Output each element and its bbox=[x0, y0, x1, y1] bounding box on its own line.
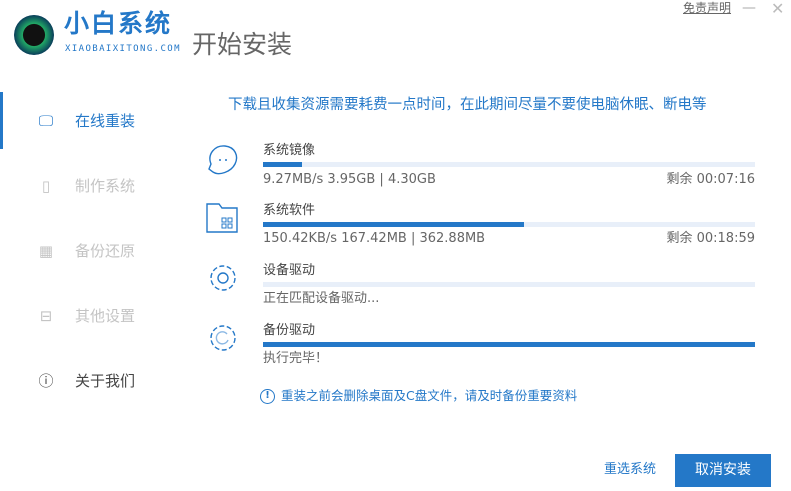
progress-bar bbox=[263, 282, 755, 287]
folder-apps-icon bbox=[206, 203, 238, 233]
gear-refresh-icon bbox=[210, 325, 236, 351]
brand-name: 小白系统 bbox=[64, 9, 173, 38]
progress-fill bbox=[263, 162, 303, 167]
task-remaining: 剩余 00:18:59 bbox=[666, 231, 755, 246]
task-info: 正在匹配设备驱动... bbox=[263, 291, 380, 306]
task-name: 备份驱动 bbox=[263, 323, 316, 338]
warning-icon: ! bbox=[260, 388, 275, 404]
grid-icon: ▦ bbox=[38, 242, 54, 260]
disclaimer-link[interactable]: 免责声明 bbox=[683, 1, 732, 15]
sidebar-item-backup-restore[interactable]: ▦ 备份还原 bbox=[0, 223, 190, 279]
briefcase-icon: ⊟ bbox=[39, 307, 53, 325]
progress-bar bbox=[263, 162, 755, 167]
brand-domain: XIAOBAIXITONG.COM bbox=[65, 44, 181, 54]
usb-icon: ▯ bbox=[41, 177, 51, 195]
active-indicator bbox=[0, 92, 3, 149]
sidebar-item-other-settings[interactable]: ⊟ 其他设置 bbox=[0, 288, 190, 344]
progress-fill bbox=[263, 342, 755, 347]
progress-fill bbox=[263, 222, 524, 227]
progress-bar bbox=[263, 222, 755, 227]
info-icon: ⓘ bbox=[38, 372, 54, 390]
task-name: 系统软件 bbox=[263, 203, 316, 218]
task-info: 执行完毕！ bbox=[263, 351, 329, 366]
gear-icon bbox=[210, 265, 236, 291]
monitor-icon: 🖵 bbox=[38, 112, 54, 130]
task-info: 150.42KB/s 167.42MB | 362.88MB bbox=[263, 231, 486, 246]
cancel-install-button[interactable]: 取消安装 bbox=[675, 454, 771, 487]
warning-message: ! 重装之前会删除桌面及C盘文件，请及时备份重要资料 bbox=[260, 388, 577, 404]
notice-text: 下载且收集资源需要耗费一点时间，在此期间尽量不要使电脑休眠、断电等 bbox=[228, 97, 707, 113]
cloud-face-icon bbox=[208, 145, 238, 175]
sidebar-item-online-reinstall[interactable]: 🖵 在线重装 bbox=[0, 93, 190, 149]
page-title: 开始安装 bbox=[192, 30, 293, 59]
sidebar-item-about-us[interactable]: ⓘ 关于我们 bbox=[0, 353, 190, 409]
task-name: 系统镜像 bbox=[263, 143, 316, 158]
minimize-button[interactable]: — bbox=[742, 0, 756, 16]
reselect-system-button[interactable]: 重选系统 bbox=[604, 462, 657, 477]
close-button[interactable]: ✕ bbox=[771, 0, 785, 18]
sidebar-item-make-system[interactable]: ▯ 制作系统 bbox=[0, 158, 190, 214]
task-remaining: 剩余 00:07:16 bbox=[666, 172, 755, 187]
progress-bar bbox=[263, 342, 755, 347]
logo-icon bbox=[14, 15, 54, 55]
task-info: 9.27MB/s 3.95GB | 4.30GB bbox=[263, 172, 436, 187]
task-name: 设备驱动 bbox=[263, 263, 316, 278]
